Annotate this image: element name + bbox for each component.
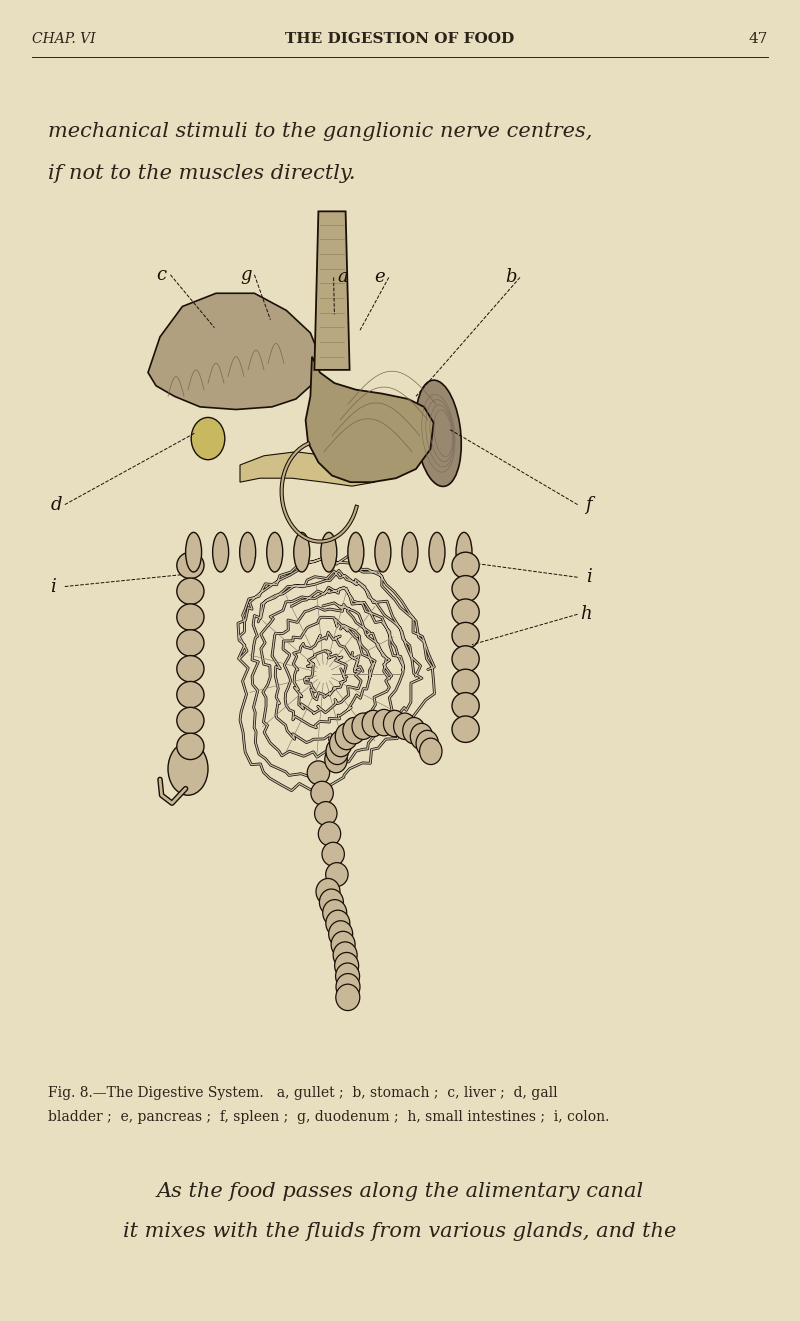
Ellipse shape: [322, 900, 346, 926]
Ellipse shape: [335, 724, 358, 750]
Ellipse shape: [402, 532, 418, 572]
Ellipse shape: [452, 576, 479, 602]
Ellipse shape: [452, 670, 479, 696]
Ellipse shape: [318, 822, 341, 845]
Ellipse shape: [419, 738, 442, 765]
Polygon shape: [240, 452, 376, 486]
Text: f: f: [586, 495, 592, 514]
Text: d: d: [50, 495, 62, 514]
Ellipse shape: [402, 717, 425, 744]
Ellipse shape: [168, 742, 208, 795]
Ellipse shape: [452, 646, 479, 672]
Text: a: a: [338, 268, 348, 287]
Text: i: i: [586, 568, 592, 587]
Ellipse shape: [375, 532, 391, 572]
Text: b: b: [506, 268, 517, 287]
Ellipse shape: [177, 707, 204, 733]
Ellipse shape: [415, 380, 462, 486]
Text: if not to the muscles directly.: if not to the muscles directly.: [48, 164, 355, 182]
Ellipse shape: [336, 974, 360, 1000]
Ellipse shape: [348, 532, 364, 572]
Ellipse shape: [321, 532, 337, 572]
Ellipse shape: [410, 724, 433, 750]
Ellipse shape: [326, 863, 348, 886]
Ellipse shape: [394, 713, 416, 740]
Text: Fig. 8.—The Digestive System.   a, gullet ;  b, stomach ;  c, liver ;  d, gall: Fig. 8.—The Digestive System. a, gullet …: [48, 1086, 558, 1100]
Ellipse shape: [329, 921, 353, 947]
Ellipse shape: [177, 552, 204, 579]
Text: mechanical stimuli to the ganglionic nerve centres,: mechanical stimuli to the ganglionic ner…: [48, 122, 592, 140]
Ellipse shape: [240, 532, 256, 572]
Text: it mixes with the fluids from various glands, and the: it mixes with the fluids from various gl…: [123, 1222, 677, 1240]
Ellipse shape: [177, 579, 204, 605]
Ellipse shape: [191, 417, 225, 460]
Ellipse shape: [330, 731, 352, 757]
Ellipse shape: [452, 692, 479, 719]
Ellipse shape: [326, 910, 350, 937]
Polygon shape: [306, 357, 434, 482]
Text: g: g: [240, 266, 251, 284]
Text: h: h: [580, 605, 592, 624]
Ellipse shape: [177, 655, 204, 682]
Ellipse shape: [416, 731, 438, 757]
Ellipse shape: [177, 604, 204, 630]
Ellipse shape: [177, 682, 204, 708]
Ellipse shape: [307, 761, 330, 785]
Ellipse shape: [213, 532, 229, 572]
Ellipse shape: [373, 709, 395, 736]
Ellipse shape: [456, 532, 472, 572]
Text: As the food passes along the alimentary canal: As the food passes along the alimentary …: [157, 1182, 643, 1201]
Ellipse shape: [452, 716, 479, 742]
Ellipse shape: [311, 781, 334, 804]
Ellipse shape: [316, 878, 340, 905]
Text: 47: 47: [749, 32, 768, 46]
Text: THE DIGESTION OF FOOD: THE DIGESTION OF FOOD: [286, 32, 514, 46]
Ellipse shape: [362, 711, 385, 737]
Ellipse shape: [266, 532, 282, 572]
Ellipse shape: [314, 802, 337, 826]
Ellipse shape: [452, 622, 479, 649]
Ellipse shape: [177, 733, 204, 760]
Ellipse shape: [336, 963, 360, 989]
Ellipse shape: [352, 713, 374, 740]
Ellipse shape: [343, 717, 366, 744]
Ellipse shape: [177, 630, 204, 657]
Ellipse shape: [333, 942, 357, 968]
Ellipse shape: [334, 952, 358, 979]
Ellipse shape: [319, 889, 343, 915]
Ellipse shape: [336, 984, 360, 1011]
Text: e: e: [374, 268, 385, 287]
Ellipse shape: [186, 532, 202, 572]
Ellipse shape: [452, 598, 479, 625]
Text: i: i: [50, 577, 56, 596]
Ellipse shape: [331, 931, 355, 958]
Ellipse shape: [326, 738, 349, 765]
Polygon shape: [314, 211, 350, 370]
Ellipse shape: [452, 552, 479, 579]
Ellipse shape: [322, 843, 344, 867]
Ellipse shape: [294, 532, 310, 572]
Ellipse shape: [325, 746, 347, 773]
Ellipse shape: [383, 711, 406, 737]
Text: c: c: [156, 266, 166, 284]
Ellipse shape: [429, 532, 445, 572]
Polygon shape: [148, 293, 320, 410]
Text: CHAP. VI: CHAP. VI: [32, 32, 96, 46]
Text: bladder ;  e, pancreas ;  f, spleen ;  g, duodenum ;  h, small intestines ;  i, : bladder ; e, pancreas ; f, spleen ; g, d…: [48, 1110, 610, 1124]
